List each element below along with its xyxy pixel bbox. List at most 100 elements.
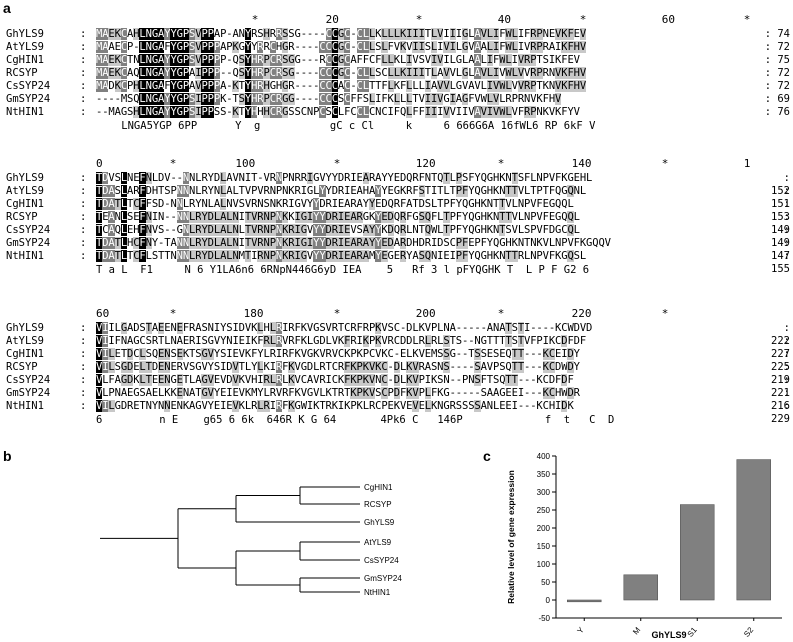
separator: : <box>80 237 87 249</box>
sequence: TDVSLNEFNLDV--NNLRYDLAVNIT-VRNPNRRIGVYYD… <box>96 172 593 184</box>
consensus-row: 6 n E g65 6 6k 646R K G 64 4Pk6 C 146P f… <box>0 413 793 427</box>
y-axis-title: Relative level of gene expression <box>506 470 516 604</box>
expression-bar-chart: -50 0 50 100 150 200 250 300 350 400 Y M S1 S2 GhYLS9 R… <box>506 452 782 640</box>
y-tick-label: 150 <box>537 542 551 551</box>
species-name: CgHIN1 <box>6 54 44 66</box>
sequence: --MAGSHLNGAYYGPSIPPSS-KTYHHHCRGSSCNPCSCL… <box>96 106 580 118</box>
sequence: MADKCPHLNGAFYGPAVPPPA-KTYHRHGHGR----CCCA… <box>96 80 587 92</box>
ruler-mark: * <box>661 157 669 170</box>
sequence: ----MSQLNGAYYGPSIPPPK-TSYHRPCRGG----CCCS… <box>96 93 562 105</box>
sequence-row: GmSYP24: ----MSQLNGAYYGPSIPPPK-TSYHRPCRGG… <box>0 93 793 106</box>
ruler-mark: * <box>497 157 505 170</box>
residue-count: : 219 <box>771 361 790 386</box>
ruler-mark: * <box>661 307 669 320</box>
y-tick-label: 400 <box>537 452 551 461</box>
sequence-row: GhYLS9: MAEKCAHLNGAYYGPSVPPAP-ANYRSHRRSSG… <box>0 28 793 41</box>
separator: : <box>80 185 87 197</box>
sequence-row: NtHIN1: VILGDRETNYNNENKAGVYEIEVKLRLRIRFKG… <box>0 400 793 425</box>
sequence: MAEKCAQLNGAYYGPAIPPP--QSYHRPCRSG----CCCG… <box>96 67 587 79</box>
residue-count: : 72 <box>764 41 790 53</box>
residue-count: : 151 <box>771 185 790 210</box>
y-tick-label: 350 <box>537 470 551 479</box>
sequence: VIIFNAGCSRTLNAERISGVYNIEIKFRLRVRFKLGDLVK… <box>96 335 587 347</box>
x-tick-label: M <box>631 625 642 636</box>
consensus-sequence: T a L F1 N 6 Y1LA6n6 6RNpN446G6yD IEA 5 … <box>96 264 590 276</box>
tree-taxon-label: NtHIN1 <box>364 588 391 597</box>
position-ruler: 60 * 180 * 200 * 220 * <box>0 306 793 322</box>
separator: : <box>80 54 87 66</box>
position-ruler: *20*40*60*8 <box>0 12 793 28</box>
ruler-mark: 100 <box>235 157 256 170</box>
sequence: VILETDCLSQENSEKTSGVYSIEVKFYLRIRFKVGKVRVC… <box>96 348 580 360</box>
sequence-row: AtYLS9: TDASLARFDHTSPNNNLRYNLALTVPVRNPNKR… <box>0 185 793 210</box>
ruler-mark: * <box>333 157 341 170</box>
ruler-mark: * <box>169 307 177 320</box>
ruler-mark: 60 <box>661 13 676 26</box>
y-tick-label: 100 <box>537 560 551 569</box>
residue-count: : 149 <box>771 224 790 249</box>
tree-taxon-label: AtYLS9 <box>364 538 392 547</box>
sequence: TDATLTCFLSTTNNNLRYDLALNMTIRNPNKRIGVYYDRI… <box>96 250 587 262</box>
sequence-row: GhYLS9: TDVSLNEFNLDV--NNLRYDLAVNIT-VRNPNR… <box>0 172 793 197</box>
ruler-mark: * <box>169 157 177 170</box>
separator: : <box>80 198 87 210</box>
tree-taxon-label: GhYLS9 <box>364 518 395 527</box>
sequence-row: RCSYP: TEANLSEFNIN--NNLRYDLALNITVRNPNKKIG… <box>0 211 793 236</box>
sequence: VIILGADSTAEENEFRASNIYSIDVKLHLRIRFKVGSVRT… <box>96 322 593 334</box>
separator: : <box>80 387 87 399</box>
residue-count: : 149 <box>771 211 790 236</box>
ruler-mark: 220 <box>571 307 592 320</box>
species-name: CsSYP24 <box>6 224 51 236</box>
tree-taxon-label: CsSYP24 <box>364 556 399 565</box>
y-tick-label: 300 <box>537 488 551 497</box>
sequence: TEANLSEFNIN--NNLRYDLALNITVRNPNKKIGIYYDRI… <box>96 211 580 223</box>
species-name: RCSYP <box>6 67 38 79</box>
phylogenetic-tree: CgHIN1 RCSYP GhYLS9 AtYLS9 CsSYP24 GmSYP24 NtH… <box>100 483 402 597</box>
species-name: CgHIN1 <box>6 348 44 360</box>
residue-count: : 69 <box>764 93 790 105</box>
bar-M <box>623 574 659 601</box>
residue-count: : 74 <box>764 28 790 40</box>
residue-count: : 227 <box>771 335 790 360</box>
species-name: GhYLS9 <box>6 172 44 184</box>
separator: : <box>80 67 87 79</box>
y-tick-label: 50 <box>541 578 550 587</box>
separator: : <box>80 172 87 184</box>
ruler-mark: 20 <box>325 13 339 26</box>
species-name: GhYLS9 <box>6 322 44 334</box>
y-tick-label: 0 <box>546 596 551 605</box>
alignment-block-3: 60 * 180 * 200 * 220 * GhYLS9: VIILGADSTAEENEFRAS… <box>0 306 793 427</box>
residue-count: : 155 <box>771 250 790 275</box>
sequence-row: GmSYP24: TDATLHCFNY-TANNLRYDLALNITVRNPNKR… <box>0 237 793 262</box>
sequence: TDASLARFDHTSPNNNLRYNLALTVPVRNPNKRIGLYYDR… <box>96 185 587 197</box>
ruler-mark: 180 <box>243 307 264 320</box>
separator: : <box>80 106 87 118</box>
ruler-mark: 140 <box>571 157 592 170</box>
separator: : <box>80 400 87 412</box>
sequence: MAEKCTNLNGAYYGPSVPPPP-QSYHRPCRSGG---RCCG… <box>96 54 580 66</box>
sequence-row: CgHIN1: TDATLTCFFSD-NNLRYNLALNVSVRNSNKRIG… <box>0 198 793 223</box>
sequence-row: RCSYP: MAEKCAQLNGAYYGPAIPPP--QSYHRPCRSG--… <box>0 67 793 80</box>
x-tick-label: Y <box>575 625 586 635</box>
sequence: MAEKCAHLNGAYYGPSVPPAP-ANYRSHRRSSG----CCG… <box>96 28 587 40</box>
ruler-mark: 40 <box>497 13 512 26</box>
ruler-mark: 60 <box>96 307 110 320</box>
ruler-mark: 1 <box>743 157 751 170</box>
separator: : <box>80 93 87 105</box>
sequence-row: AtYLS9: MAAECP-LNGAFYGPSVPPPAPKGYYRRCHGR-… <box>0 41 793 54</box>
consensus-sequence: 6 n E g65 6 6k 646R K G 64 4Pk6 C 146P f… <box>96 414 615 426</box>
sequence-row: CgHIN1: VILETDCLSQENSEKTSGVYSIEVKFYLRIRFK… <box>0 348 793 373</box>
species-name: AtYLS9 <box>6 335 44 347</box>
residue-count: : 221 <box>771 374 790 399</box>
species-name: CgHIN1 <box>6 198 44 210</box>
x-axis-title: GhYLS9 <box>651 630 686 640</box>
x-tick-label: S1 <box>686 625 700 639</box>
sequence-row: AtYLS9: VIIFNAGCSRTLNAERISGVYNIEIKFRLRVRF… <box>0 335 793 360</box>
separator: : <box>80 224 87 236</box>
y-tick-label: -50 <box>538 614 550 623</box>
residue-count: : 216 <box>771 387 790 412</box>
ruler-mark: * <box>251 13 259 26</box>
sequence-row: RCSYP: VILSGDELTDENERVSGVYSIDVTLYLKIRFKVG… <box>0 361 793 386</box>
bar-S1 <box>680 504 715 601</box>
